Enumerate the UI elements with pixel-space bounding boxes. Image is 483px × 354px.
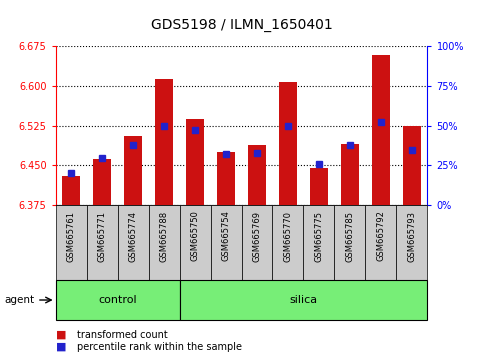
Bar [56,205,86,280]
Bar [155,79,173,205]
Text: GSM665750: GSM665750 [190,211,199,261]
Bar [242,205,272,280]
Bar [334,205,366,280]
Text: GSM665771: GSM665771 [98,211,107,262]
Text: GSM665775: GSM665775 [314,211,324,262]
Bar [86,205,117,280]
Bar [180,280,427,320]
Text: GDS5198 / ILMN_1650401: GDS5198 / ILMN_1650401 [151,18,332,32]
Text: GSM665785: GSM665785 [345,211,355,262]
Bar [341,144,359,205]
Bar [56,280,180,320]
Bar [93,159,112,205]
Bar [397,205,427,280]
Text: GSM665792: GSM665792 [376,211,385,261]
Text: transformed count: transformed count [77,330,168,339]
Bar [372,55,390,205]
Text: GSM665788: GSM665788 [159,211,169,262]
Bar [272,205,303,280]
Bar [180,205,211,280]
Bar [124,136,142,205]
Bar [217,152,235,205]
Bar [62,176,80,205]
Text: ■: ■ [56,342,66,352]
Bar [279,82,297,205]
Bar [186,119,204,205]
Text: GSM665793: GSM665793 [408,211,416,262]
Bar [211,205,242,280]
Text: control: control [98,295,137,305]
Text: GSM665769: GSM665769 [253,211,261,262]
Text: silica: silica [289,295,317,305]
Text: GSM665754: GSM665754 [222,211,230,261]
Bar [248,145,266,205]
Bar [149,205,180,280]
Text: ■: ■ [56,330,66,339]
Text: GSM665774: GSM665774 [128,211,138,262]
Bar [366,205,397,280]
Bar [310,168,328,205]
Text: percentile rank within the sample: percentile rank within the sample [77,342,242,352]
Bar [403,126,421,205]
Text: GSM665770: GSM665770 [284,211,293,262]
Text: GSM665761: GSM665761 [67,211,75,262]
Text: agent: agent [5,295,35,305]
Bar [117,205,149,280]
Bar [303,205,334,280]
